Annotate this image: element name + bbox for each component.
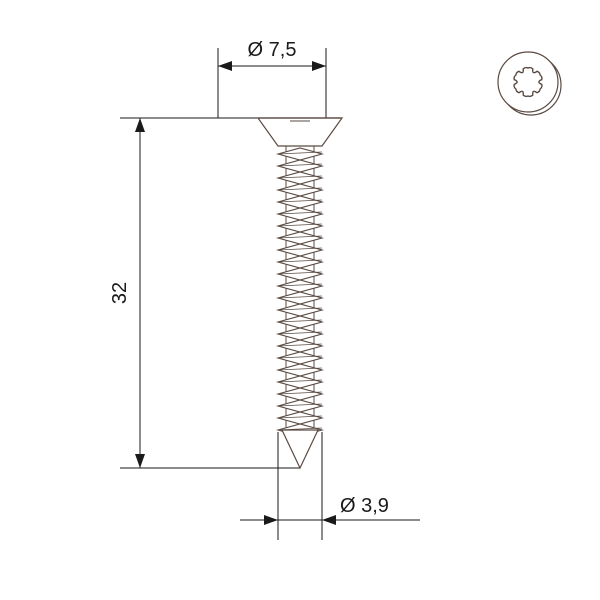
- technical-drawing: Ø 7,5 32 Ø 3,9: [0, 0, 600, 600]
- dim-shaft-diameter: Ø 3,9: [240, 432, 420, 540]
- dim-length: 32: [109, 118, 300, 468]
- screw-head-top-view: [498, 52, 561, 115]
- dim-head-diameter: Ø 7,5: [218, 39, 326, 118]
- label-length: 32: [109, 282, 131, 304]
- label-head-diameter: Ø 7,5: [248, 39, 297, 61]
- label-shaft-diameter: Ø 3,9: [340, 495, 389, 517]
- screw-side-view: [258, 118, 342, 468]
